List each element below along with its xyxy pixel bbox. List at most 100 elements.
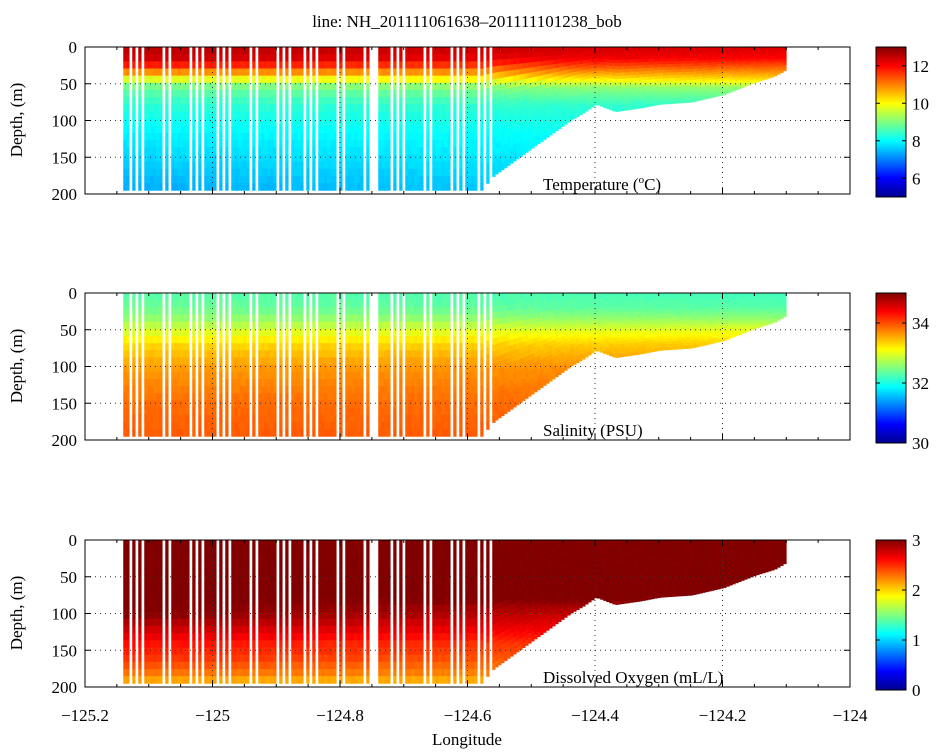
temperature-section-cell — [747, 52, 751, 56]
salinity-section-cell — [153, 429, 157, 437]
temperature-section-cell — [414, 183, 418, 191]
temperature-section-cell — [732, 51, 736, 54]
temperature-section-cell — [198, 90, 202, 98]
temperature-section-cell — [132, 175, 136, 184]
temperature-section-cell — [504, 77, 508, 84]
salinity-section-cell — [330, 429, 334, 437]
temperature-section-cell — [444, 183, 448, 191]
temperature-section-cell — [240, 111, 244, 120]
temperature-section-cell — [717, 59, 721, 63]
temperature-section-cell — [183, 47, 187, 55]
temperature-section-cell — [564, 54, 568, 59]
temperature-section-cell — [180, 183, 184, 191]
temperature-section-cell — [561, 50, 565, 56]
salinity-section-cell — [294, 314, 298, 323]
temperature-section-cell — [186, 47, 190, 55]
temperature-section-cell — [705, 49, 709, 53]
temperature-section-cell — [294, 147, 298, 155]
temperature-section-cell — [399, 111, 403, 120]
temperature-section-cell — [552, 124, 556, 130]
temperature-section-cell — [180, 82, 184, 91]
salinity-section-cell — [126, 421, 130, 430]
temperature-section-cell — [738, 63, 742, 67]
temperature-section-cell — [123, 175, 127, 184]
temperature-section-cell — [126, 75, 130, 84]
salinity-section-cell — [123, 371, 127, 380]
salinity-section-cell — [126, 293, 130, 301]
temperature-section-cell — [720, 71, 724, 74]
salinity-section-cell — [138, 400, 142, 409]
temperature-section-cell — [297, 147, 301, 155]
temperature-section-cell — [525, 94, 529, 101]
temperature-section-cell — [636, 59, 640, 63]
temperature-section-cell — [753, 50, 757, 53]
salinity-section-cell — [237, 429, 241, 437]
salinity-section-cell — [294, 321, 298, 330]
salinity-section-cell — [150, 414, 154, 423]
salinity-section-cell — [183, 386, 187, 394]
salinity-section-cell — [270, 400, 274, 409]
temperature-section-cell — [582, 66, 586, 71]
salinity-section-cell — [132, 357, 136, 366]
temperature-section-cell — [159, 54, 163, 62]
temperature-section-cell — [252, 154, 256, 163]
salinity-section-cell — [237, 414, 241, 423]
temperature-section-cell — [123, 82, 127, 91]
temperature-section-cell — [426, 140, 430, 148]
salinity-section-cell — [267, 300, 271, 308]
temperature-section-cell — [252, 61, 256, 69]
temperature-section-cell — [576, 85, 580, 90]
salinity-section-cell — [192, 421, 196, 430]
temperature-section-cell — [273, 183, 277, 191]
salinity-section-cell — [150, 407, 154, 416]
temperature-section-cell — [234, 75, 238, 84]
salinity-section-cell — [177, 328, 181, 337]
temperature-section-cell — [663, 98, 667, 102]
temperature-section-cell — [753, 72, 757, 75]
temperature-section-cell — [210, 133, 214, 141]
temperature-section-cell — [435, 82, 439, 91]
salinity-section-cell — [198, 350, 202, 358]
temperature-section-cell — [387, 161, 391, 170]
temperature-section-cell — [192, 47, 196, 55]
temperature-section-cell — [252, 97, 256, 105]
temperature-section-cell — [144, 161, 148, 170]
temperature-section-cell — [720, 49, 724, 53]
salinity-section-cell — [144, 328, 148, 337]
salinity-section-cell — [357, 314, 361, 323]
temperature-section-cell — [225, 118, 229, 127]
temperature-section-cell — [732, 86, 736, 90]
temperature-section-cell — [243, 54, 247, 62]
temperature-section-cell — [501, 71, 505, 79]
salinity-section-cell — [126, 407, 130, 416]
temperature-section-cell — [231, 154, 235, 163]
temperature-section-cell — [453, 140, 457, 148]
temperature-section-cell — [426, 183, 430, 191]
salinity-section-cell — [312, 300, 316, 308]
temperature-section-cell — [687, 49, 691, 53]
temperature-section-cell — [420, 168, 424, 177]
temperature-section-cell — [486, 162, 490, 171]
salinity-section-cell — [312, 343, 316, 351]
temperature-section-cell — [357, 104, 361, 112]
temperature-section-cell — [234, 183, 238, 191]
temperature-section-cell — [219, 175, 223, 184]
temperature-section-cell — [705, 85, 709, 89]
temperature-section-cell — [492, 111, 496, 119]
salinity-section-cell — [231, 371, 235, 380]
salinity-section-cell — [150, 321, 154, 330]
temperature-section-cell — [486, 156, 490, 164]
temperature-section-cell — [138, 140, 142, 148]
temperature-section-cell — [147, 125, 151, 134]
salinity-section-cell — [180, 293, 184, 301]
temperature-section-cell — [654, 67, 658, 71]
temperature-section-cell — [261, 161, 265, 170]
salinity-section-cell — [144, 300, 148, 308]
temperature-section-cell — [618, 88, 622, 93]
temperature-section-cell — [603, 71, 607, 75]
temperature-section-cell — [666, 83, 670, 88]
temperature-section-cell — [594, 78, 598, 83]
temperature-section-cell — [519, 47, 523, 53]
temperature-section-cell — [621, 62, 625, 67]
temperature-section-cell — [147, 133, 151, 141]
